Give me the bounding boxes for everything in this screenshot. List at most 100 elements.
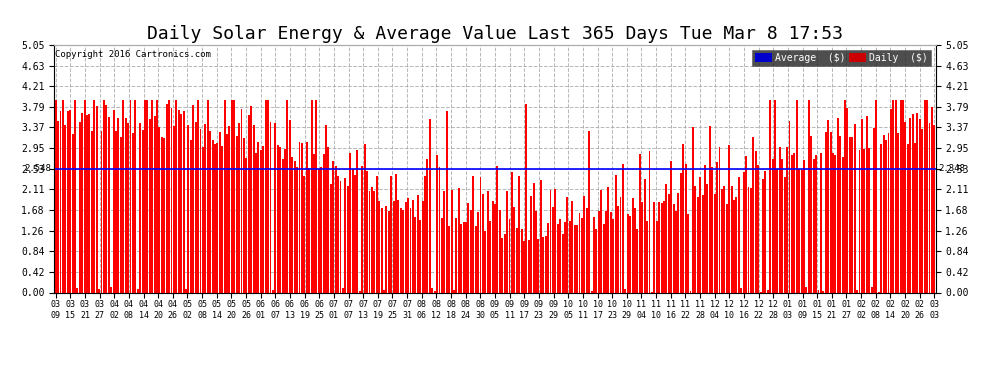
Bar: [460, 224, 462, 292]
Bar: [479, 177, 481, 292]
Bar: [419, 220, 421, 292]
Bar: [716, 162, 718, 292]
Bar: [586, 209, 588, 292]
Bar: [559, 219, 561, 292]
Bar: [738, 177, 740, 292]
Bar: [475, 225, 476, 292]
Bar: [605, 211, 607, 292]
Bar: [677, 193, 679, 292]
Bar: [279, 147, 281, 292]
Bar: [390, 176, 392, 292]
Bar: [441, 218, 443, 292]
Bar: [130, 100, 132, 292]
Bar: [526, 104, 528, 292]
Bar: [494, 204, 496, 292]
Bar: [670, 162, 672, 292]
Bar: [385, 206, 387, 292]
Bar: [219, 132, 221, 292]
Bar: [482, 194, 484, 292]
Bar: [66, 111, 68, 292]
Bar: [581, 218, 583, 292]
Bar: [147, 100, 148, 292]
Bar: [501, 238, 503, 292]
Bar: [578, 213, 580, 292]
Bar: [934, 125, 936, 292]
Bar: [301, 143, 303, 292]
Bar: [813, 159, 815, 292]
Bar: [591, 291, 593, 292]
Bar: [274, 123, 276, 292]
Bar: [660, 203, 662, 292]
Bar: [781, 159, 783, 292]
Bar: [417, 195, 419, 292]
Bar: [711, 167, 713, 292]
Bar: [351, 170, 353, 292]
Bar: [658, 202, 660, 292]
Bar: [653, 202, 655, 292]
Bar: [556, 224, 558, 292]
Bar: [644, 179, 645, 292]
Bar: [101, 131, 103, 292]
Bar: [412, 200, 414, 292]
Bar: [96, 106, 98, 292]
Bar: [511, 172, 513, 292]
Bar: [779, 147, 781, 292]
Bar: [842, 158, 843, 292]
Bar: [912, 114, 914, 292]
Bar: [687, 214, 689, 292]
Bar: [366, 171, 368, 292]
Bar: [672, 204, 674, 292]
Bar: [724, 186, 726, 292]
Bar: [115, 131, 117, 292]
Bar: [564, 222, 566, 292]
Bar: [221, 146, 223, 292]
Bar: [791, 155, 793, 292]
Bar: [98, 290, 100, 292]
Bar: [598, 211, 600, 292]
Bar: [803, 160, 805, 292]
Bar: [776, 169, 778, 292]
Bar: [892, 100, 894, 292]
Legend: Average  ($), Daily  ($): Average ($), Daily ($): [751, 50, 931, 66]
Bar: [153, 116, 155, 292]
Bar: [393, 201, 395, 292]
Text: 2.548: 2.548: [25, 164, 51, 173]
Bar: [544, 236, 546, 292]
Bar: [144, 100, 146, 292]
Bar: [637, 229, 639, 292]
Bar: [552, 207, 553, 292]
Bar: [492, 201, 494, 292]
Bar: [516, 228, 518, 292]
Bar: [907, 144, 909, 292]
Bar: [197, 100, 199, 292]
Bar: [726, 204, 728, 292]
Bar: [613, 219, 614, 292]
Bar: [407, 198, 409, 292]
Bar: [470, 210, 472, 292]
Bar: [504, 234, 506, 292]
Bar: [286, 100, 288, 292]
Bar: [477, 213, 479, 292]
Bar: [165, 104, 167, 292]
Bar: [489, 221, 491, 292]
Bar: [487, 191, 489, 292]
Bar: [917, 113, 919, 292]
Bar: [118, 117, 120, 292]
Bar: [432, 288, 434, 292]
Bar: [467, 203, 469, 292]
Bar: [267, 100, 269, 292]
Bar: [402, 210, 404, 292]
Bar: [354, 176, 356, 292]
Bar: [388, 211, 390, 292]
Bar: [313, 154, 315, 292]
Bar: [212, 140, 214, 292]
Bar: [848, 137, 850, 292]
Bar: [448, 226, 450, 292]
Bar: [255, 153, 257, 292]
Bar: [311, 100, 313, 292]
Bar: [272, 291, 274, 292]
Bar: [844, 100, 846, 292]
Bar: [651, 291, 652, 292]
Bar: [59, 111, 61, 292]
Bar: [349, 153, 351, 292]
